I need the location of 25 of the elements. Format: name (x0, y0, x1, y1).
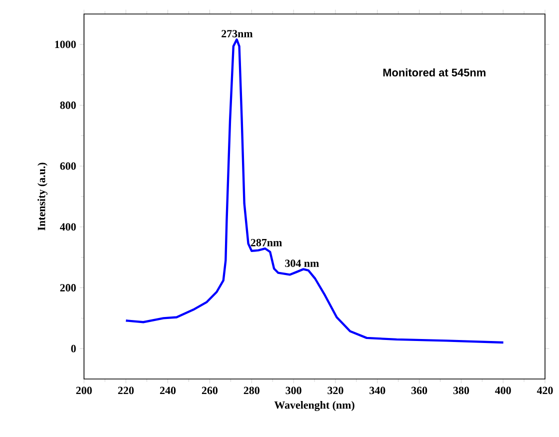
y-tick-label: 400 (60, 223, 76, 231)
annotation: 273nm (222, 30, 253, 38)
x-tick-label: 280 (244, 386, 260, 394)
x-tick-label: 300 (286, 386, 302, 394)
annotation: 287nm (250, 238, 282, 246)
annotation: 304 nm (285, 260, 319, 268)
line-series (124, 38, 504, 344)
x-tick-label: 200 (76, 386, 92, 394)
x-tick-label: 240 (160, 386, 176, 394)
y-tick-label: 200 (60, 284, 76, 292)
y-tick-label: 1000 (55, 40, 76, 48)
annotation: Monitored at 545nm (383, 68, 486, 76)
x-tick-label: 420 (536, 386, 553, 394)
x-tick-label: 260 (202, 386, 218, 394)
x-tick-label: 380 (453, 386, 469, 394)
x-axis-title: Wavelenght (nm) (274, 401, 354, 412)
y-tick-label: 600 (60, 162, 76, 170)
x-tick-label: 220 (118, 386, 134, 394)
y-tick-label: 0 (71, 344, 76, 352)
x-tick-label: 360 (411, 386, 428, 394)
x-tick-label: 320 (328, 386, 344, 394)
x-tick-label: 400 (495, 386, 511, 394)
y-tick-label: 800 (60, 102, 76, 109)
y-axis-title: Intensity (a.u.) (38, 162, 48, 230)
x-tick-label: 340 (370, 386, 386, 394)
